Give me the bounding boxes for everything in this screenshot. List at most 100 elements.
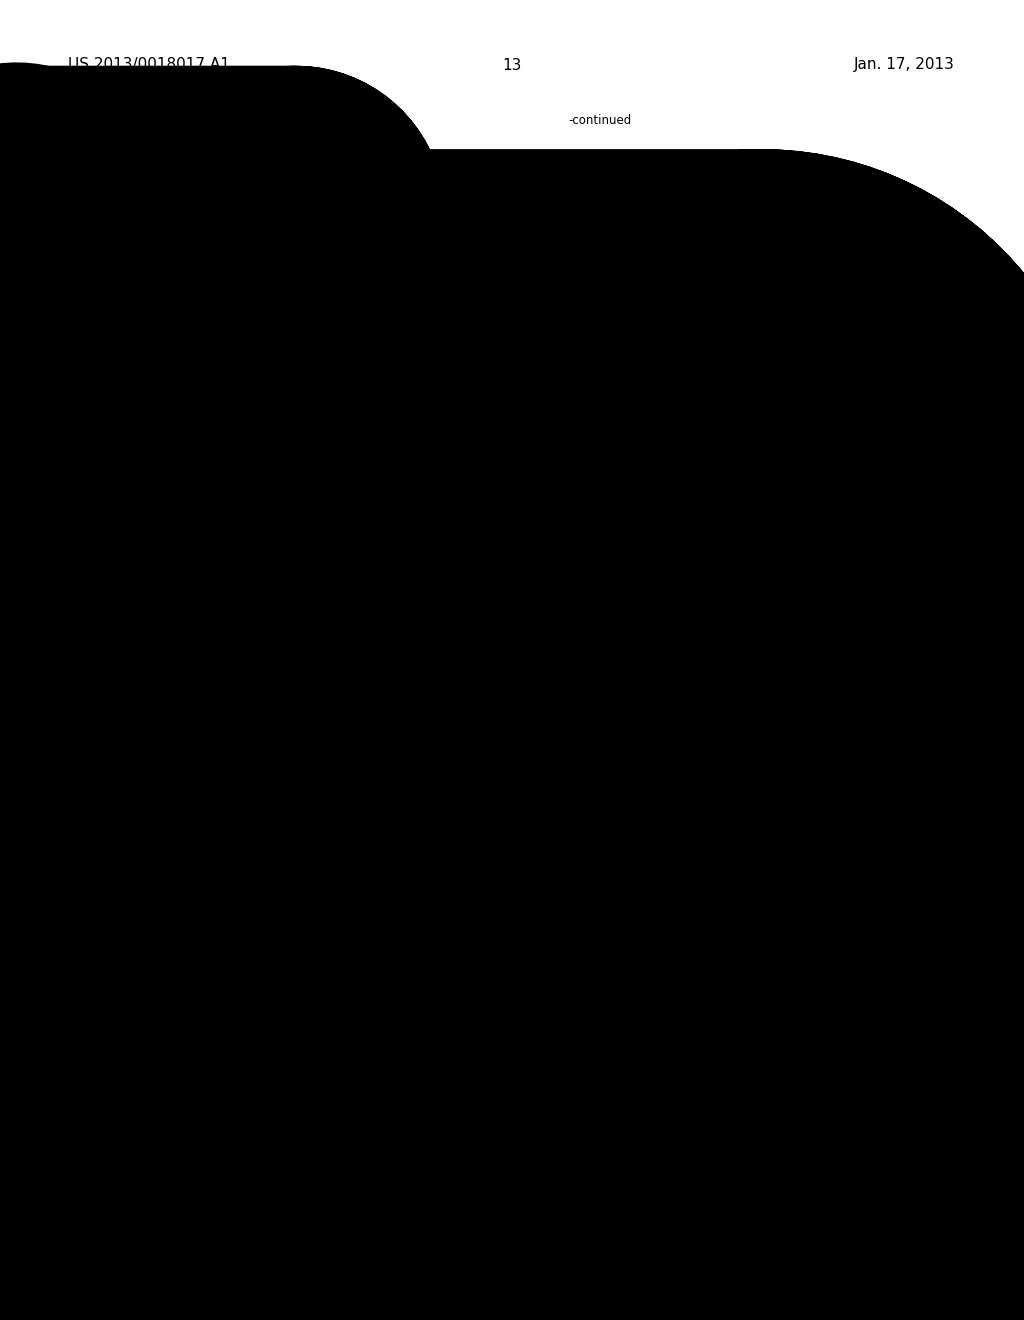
Text: 6: 6 xyxy=(457,500,461,508)
Text: [0194]   Intermediates of formula (XIII) can be prepared by
treating an intermed: [0194] Intermediates of formula (XIII) c… xyxy=(400,310,735,375)
Text: N: N xyxy=(214,189,223,198)
Text: 4: 4 xyxy=(266,395,271,403)
Text: R: R xyxy=(236,223,243,232)
Text: R: R xyxy=(665,653,673,663)
Text: 6: 6 xyxy=(457,870,461,879)
Text: O: O xyxy=(672,648,681,657)
Text: OH: OH xyxy=(652,203,671,213)
Text: 7: 7 xyxy=(724,622,728,630)
Text: 4: 4 xyxy=(767,997,771,1005)
Text: (XIII): (XIII) xyxy=(141,1119,169,1129)
Text: 6: 6 xyxy=(106,651,112,659)
Text: R: R xyxy=(551,504,558,513)
Text: R: R xyxy=(712,648,719,657)
Text: [0196]   Intermediates of formula (IX) can also be prepared
by converting interm: [0196] Intermediates of formula (IX) can… xyxy=(400,1110,732,1160)
Text: N: N xyxy=(524,832,534,841)
Text: R: R xyxy=(153,776,160,784)
Text: —O: —O xyxy=(230,190,247,199)
Text: R: R xyxy=(186,223,194,232)
Text: 4: 4 xyxy=(202,644,207,653)
Text: (XI): (XI) xyxy=(185,255,205,264)
Text: R: R xyxy=(211,396,219,405)
Text: 7: 7 xyxy=(223,370,228,378)
Text: N: N xyxy=(524,462,534,471)
Text: R: R xyxy=(665,1005,673,1012)
Text: CH₃: CH₃ xyxy=(557,833,572,841)
Text: 4: 4 xyxy=(767,647,771,655)
Text: R: R xyxy=(654,836,662,845)
Text: 5: 5 xyxy=(218,395,222,403)
Text: W: W xyxy=(91,785,101,795)
Text: R: R xyxy=(761,998,768,1007)
Text: (XVI): (XVI) xyxy=(675,866,701,874)
Text: 3: 3 xyxy=(207,808,212,816)
Text: Halo: Halo xyxy=(427,470,449,479)
Text: CH₃: CH₃ xyxy=(771,186,786,194)
Text: R: R xyxy=(451,873,458,880)
Text: 3: 3 xyxy=(557,873,562,880)
Text: Jan. 17, 2013: Jan. 17, 2013 xyxy=(854,58,955,73)
Text: —O: —O xyxy=(755,185,771,194)
Text: R: R xyxy=(100,652,108,661)
Text: 3: 3 xyxy=(557,503,562,511)
Text: N: N xyxy=(715,469,724,478)
Text: 6: 6 xyxy=(672,652,676,660)
Text: R: R xyxy=(503,841,510,850)
Text: R: R xyxy=(546,496,553,506)
Text: 2: 2 xyxy=(660,834,666,842)
Text: CH₃: CH₃ xyxy=(771,615,786,623)
Text: R: R xyxy=(196,1088,203,1097)
Text: (X): (X) xyxy=(212,428,227,437)
Text: 6: 6 xyxy=(106,805,112,813)
Text: R: R xyxy=(665,224,673,234)
Text: 7: 7 xyxy=(509,840,513,847)
Text: R: R xyxy=(761,218,768,227)
Text: 5: 5 xyxy=(503,865,508,873)
Text: 5: 5 xyxy=(503,495,508,503)
Text: 3: 3 xyxy=(772,1005,777,1012)
Text: 6: 6 xyxy=(146,227,152,235)
Text: N: N xyxy=(739,614,749,623)
Text: 4: 4 xyxy=(202,1086,207,1094)
Text: CH₃: CH₃ xyxy=(271,363,287,371)
Text: (XI): (XI) xyxy=(145,833,165,842)
Text: +: + xyxy=(640,463,655,480)
Text: R: R xyxy=(153,1063,160,1072)
Text: 5: 5 xyxy=(153,1086,158,1094)
Text: R: R xyxy=(193,198,200,207)
Text: CH₃: CH₃ xyxy=(207,614,222,622)
Text: R: R xyxy=(165,403,172,411)
Text: N: N xyxy=(174,1053,183,1063)
Text: O: O xyxy=(106,1089,116,1098)
Text: (XV): (XV) xyxy=(721,458,743,466)
Text: R: R xyxy=(153,620,160,630)
Text: 3: 3 xyxy=(272,403,276,411)
Text: R: R xyxy=(196,647,203,655)
Text: —O: —O xyxy=(755,965,771,974)
Text: R: R xyxy=(497,496,504,506)
Text: —O: —O xyxy=(540,463,556,473)
Text: R: R xyxy=(658,999,666,1008)
Text: 5: 5 xyxy=(193,222,198,230)
Text: R: R xyxy=(217,371,224,380)
Text: 6: 6 xyxy=(672,223,676,231)
Text: R: R xyxy=(201,809,208,818)
Text: R: R xyxy=(140,228,147,238)
Text: N: N xyxy=(239,362,248,371)
Text: 6: 6 xyxy=(106,1093,112,1101)
Text: 13: 13 xyxy=(503,58,521,73)
Text: [0195]   Intermediates of formula (IX) can be prepared by
treating an intermedia: [0195] Intermediates of formula (IX) can… xyxy=(400,741,735,804)
Text: R: R xyxy=(241,231,248,240)
Text: CH₃: CH₃ xyxy=(247,190,262,198)
Text: 7: 7 xyxy=(509,469,513,478)
Text: 3: 3 xyxy=(247,230,252,238)
Text: 6: 6 xyxy=(171,400,176,408)
Text: —OCH₃: —OCH₃ xyxy=(696,816,731,825)
Text: 5: 5 xyxy=(718,997,723,1005)
Text: O: O xyxy=(670,981,679,989)
Text: R: R xyxy=(146,801,154,810)
Text: R: R xyxy=(265,404,273,413)
Text: 7: 7 xyxy=(159,619,164,627)
Text: N: N xyxy=(174,767,183,776)
Text: R: R xyxy=(146,1088,154,1097)
